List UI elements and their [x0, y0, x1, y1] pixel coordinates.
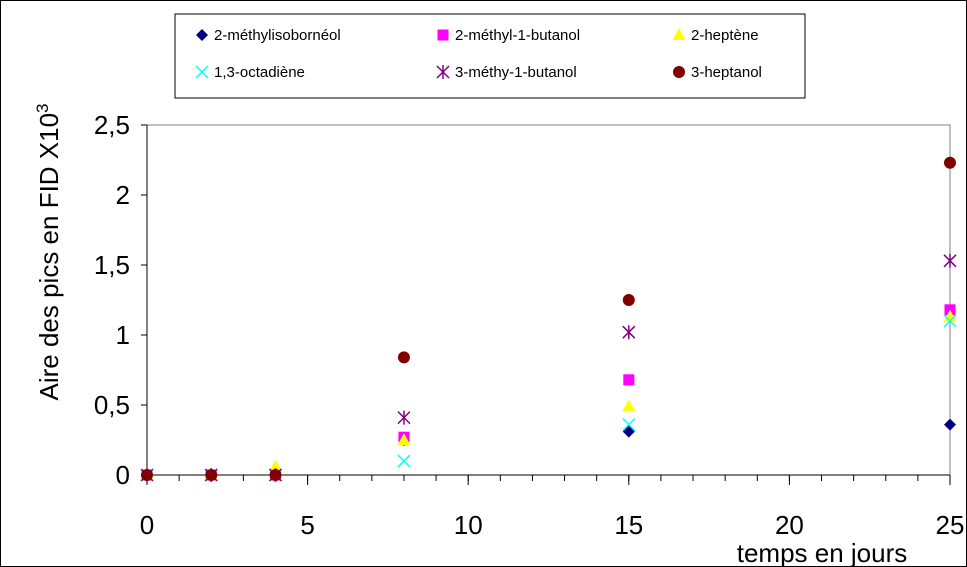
- data-point: [943, 314, 957, 328]
- legend-item: 2-méthylisobornéol: [196, 27, 341, 44]
- x-tick-label: 5: [300, 510, 314, 540]
- x-tick-label: 20: [775, 510, 804, 540]
- y-tick-label: 0: [116, 460, 130, 490]
- data-point: [622, 399, 636, 412]
- y-axis-label-exponent: 3: [33, 103, 52, 112]
- data-point: [205, 469, 218, 481]
- data-point: [943, 253, 957, 268]
- data-point: [622, 325, 636, 340]
- data-point: [622, 294, 635, 306]
- legend-item: 2-heptène: [672, 27, 759, 44]
- data-point: [397, 433, 411, 445]
- legend-marker: [436, 65, 450, 79]
- x-tick-label: 15: [614, 510, 643, 540]
- data-marks: [140, 156, 957, 482]
- x-tick-label: 25: [936, 510, 965, 540]
- legend-item: 1,3-octadiène: [195, 64, 305, 81]
- legend-label: 3-heptanol: [691, 64, 762, 81]
- x-axis: 0 5 10 15 20 25: [140, 474, 965, 540]
- data-point: [944, 418, 956, 431]
- legend-marker: [672, 28, 686, 40]
- legend-marker: [195, 65, 209, 79]
- data-point: [944, 156, 956, 169]
- data-point: [623, 374, 635, 386]
- y-axis-label-text: Aire des pics en FID X10: [34, 113, 64, 401]
- legend-item: 2-méthyl-1-butanol: [437, 27, 580, 44]
- x-axis-label: temps en jours: [737, 538, 908, 567]
- series-6: [141, 156, 956, 481]
- x-tick-label: 10: [454, 510, 483, 540]
- x-tick-label: 0: [140, 510, 154, 540]
- y-tick-label: 2,5: [94, 110, 130, 140]
- legend-label: 1,3-octadiène: [214, 64, 305, 81]
- legend: 2-méthylisobornéol 2-méthyl-1-butanol 2-he…: [174, 13, 806, 99]
- legend-box: [174, 13, 806, 99]
- legend-label: 3-méthy-1-butanol: [455, 64, 577, 81]
- legend-item: 3-méthy-1-butanol: [436, 64, 577, 81]
- y-tick-label: 1,5: [94, 250, 130, 280]
- data-point: [397, 351, 410, 364]
- y-tick-label: 1: [116, 320, 130, 350]
- data-point: [397, 410, 411, 425]
- legend-marker: [196, 29, 208, 41]
- legend-label: 2-méthyl-1-butanol: [455, 27, 580, 44]
- y-tick-label: 2: [116, 180, 130, 210]
- legend-label: 2-heptène: [691, 27, 759, 44]
- data-point: [141, 469, 153, 481]
- y-axis: 0 0,5 1 1,5 2 2,5: [94, 110, 148, 490]
- legend-item: 3-heptanol: [673, 64, 762, 81]
- plot-area: [146, 124, 951, 476]
- data-point: [269, 469, 282, 481]
- y-tick-label: 0,5: [94, 390, 130, 420]
- legend-marker: [437, 29, 449, 41]
- legend-label: 2-méthylisobornéol: [214, 27, 341, 44]
- data-point: [622, 418, 636, 432]
- data-point: [268, 459, 282, 472]
- data-point: [397, 454, 411, 468]
- legend-marker: [673, 66, 685, 78]
- y-axis-label: Aire des pics en FID X103: [33, 103, 64, 400]
